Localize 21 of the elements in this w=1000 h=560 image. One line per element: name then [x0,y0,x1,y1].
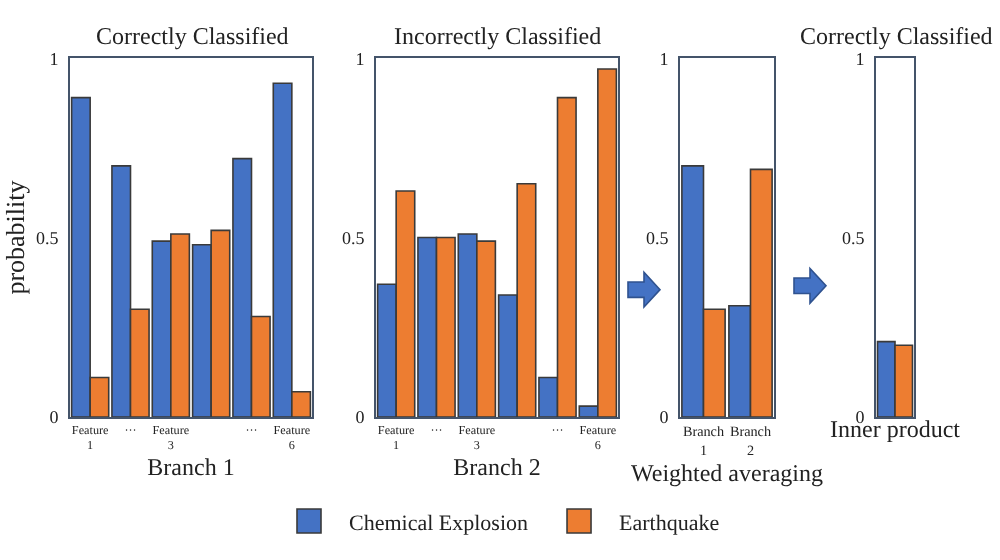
y-tick-label: 1 [855,48,865,69]
chart-title: Incorrectly Classified [394,22,602,50]
x-axis-title: Branch 2 [453,453,541,482]
y-tick-label: 0 [49,407,60,428]
y-tick-label: 0.5 [645,227,670,248]
y-tick-label: 0.5 [341,227,366,248]
y-axis-title: probability [0,179,30,295]
x-axis-title: Weighted averaging [631,458,823,487]
y-tick-label: 1 [355,48,365,69]
chart-title: Correctly Classified [96,22,289,50]
y-tick-label: 1 [49,48,59,69]
legend-label: Earthquake [619,511,720,536]
y-tick-label: 0.5 [35,227,60,248]
chart-title: Correctly Classified [800,22,993,50]
y-tick-label: 0.5 [841,227,866,248]
y-tick-label: 1 [659,48,669,69]
legend-label: Chemical Explosion [349,511,530,536]
y-tick-label: 0 [355,407,366,428]
x-axis-title: Branch 1 [147,453,235,482]
y-tick-label: 0 [659,407,670,428]
y-tick-label: 0 [855,407,866,428]
